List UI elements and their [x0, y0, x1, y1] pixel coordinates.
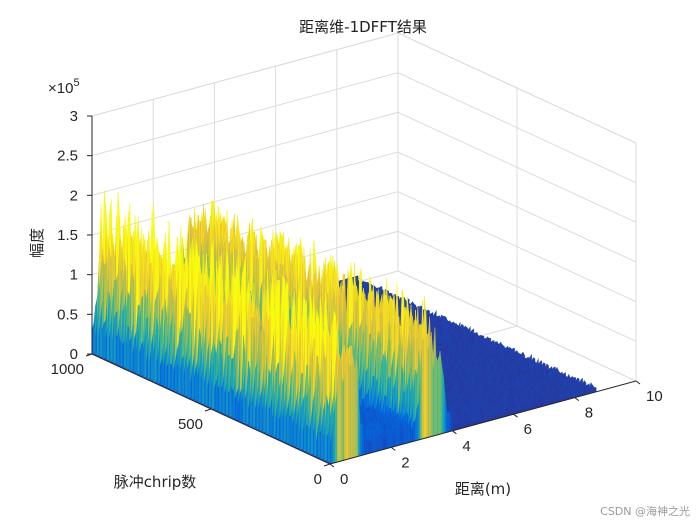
surface-strip	[197, 369, 200, 403]
grid-line-z	[91, 111, 637, 223]
surface-strip	[129, 337, 132, 372]
surface-strip	[169, 363, 173, 391]
surface-plot	[91, 190, 597, 465]
surface-strip	[176, 362, 179, 394]
grid-frame-top	[91, 32, 637, 144]
grid-line-z	[91, 32, 637, 144]
surface-strip	[186, 362, 190, 399]
grid-line-z	[91, 151, 637, 263]
grid-line-z	[91, 72, 637, 184]
surface-strip	[101, 323, 105, 359]
surface-strip	[122, 340, 125, 369]
surface-strip	[115, 335, 118, 366]
